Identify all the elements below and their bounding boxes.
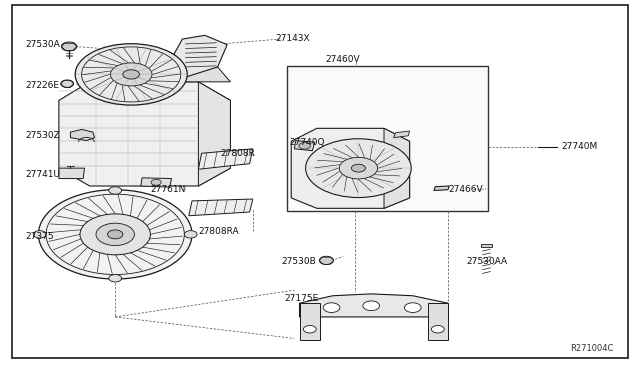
Text: 27740M: 27740M [561, 142, 598, 151]
Text: 27460V: 27460V [325, 55, 360, 64]
Text: 27175E: 27175E [285, 294, 319, 303]
Circle shape [184, 231, 197, 238]
Text: 27375: 27375 [26, 232, 54, 241]
Text: 27741U: 27741U [26, 170, 61, 179]
Ellipse shape [123, 70, 140, 79]
Polygon shape [198, 82, 230, 186]
Text: 27530B: 27530B [282, 257, 316, 266]
Ellipse shape [110, 63, 152, 86]
Ellipse shape [306, 139, 412, 198]
Text: 27466V: 27466V [448, 185, 483, 194]
Circle shape [109, 275, 122, 282]
Text: 27143X: 27143X [275, 34, 310, 43]
Circle shape [96, 223, 134, 246]
Text: 27808RA: 27808RA [198, 227, 239, 236]
Polygon shape [434, 186, 449, 190]
Circle shape [80, 214, 150, 255]
Polygon shape [59, 168, 84, 179]
Polygon shape [291, 128, 410, 208]
Polygon shape [70, 129, 95, 141]
Polygon shape [300, 294, 448, 317]
Polygon shape [394, 131, 410, 138]
Circle shape [108, 230, 123, 239]
Text: 27530Z: 27530Z [26, 131, 60, 140]
Polygon shape [294, 141, 315, 151]
Polygon shape [428, 303, 448, 340]
Circle shape [303, 326, 316, 333]
Polygon shape [198, 149, 253, 169]
Text: 27740Q: 27740Q [289, 138, 324, 147]
Polygon shape [300, 303, 320, 340]
Circle shape [61, 80, 74, 87]
Polygon shape [59, 82, 230, 186]
Circle shape [404, 303, 421, 312]
Text: 27530AA: 27530AA [466, 257, 507, 266]
Circle shape [38, 190, 192, 279]
Circle shape [323, 303, 340, 312]
Circle shape [61, 42, 77, 51]
Polygon shape [189, 199, 253, 216]
Bar [287, 66, 488, 211]
Circle shape [299, 142, 310, 149]
Polygon shape [141, 178, 172, 187]
Circle shape [151, 179, 161, 185]
Polygon shape [90, 67, 230, 82]
Text: 27808R: 27808R [221, 149, 255, 158]
Bar [481, 244, 492, 247]
Circle shape [319, 256, 333, 264]
Ellipse shape [76, 44, 188, 105]
Circle shape [431, 326, 444, 333]
Circle shape [109, 187, 122, 194]
Text: 27761N: 27761N [150, 185, 186, 194]
Polygon shape [384, 128, 410, 208]
Circle shape [33, 231, 46, 238]
Circle shape [363, 301, 380, 311]
Text: R271004C: R271004C [570, 344, 613, 353]
Text: 27226E: 27226E [26, 81, 60, 90]
Ellipse shape [351, 164, 365, 172]
Text: 27530A: 27530A [26, 40, 60, 49]
Polygon shape [174, 35, 227, 78]
Ellipse shape [339, 157, 378, 179]
